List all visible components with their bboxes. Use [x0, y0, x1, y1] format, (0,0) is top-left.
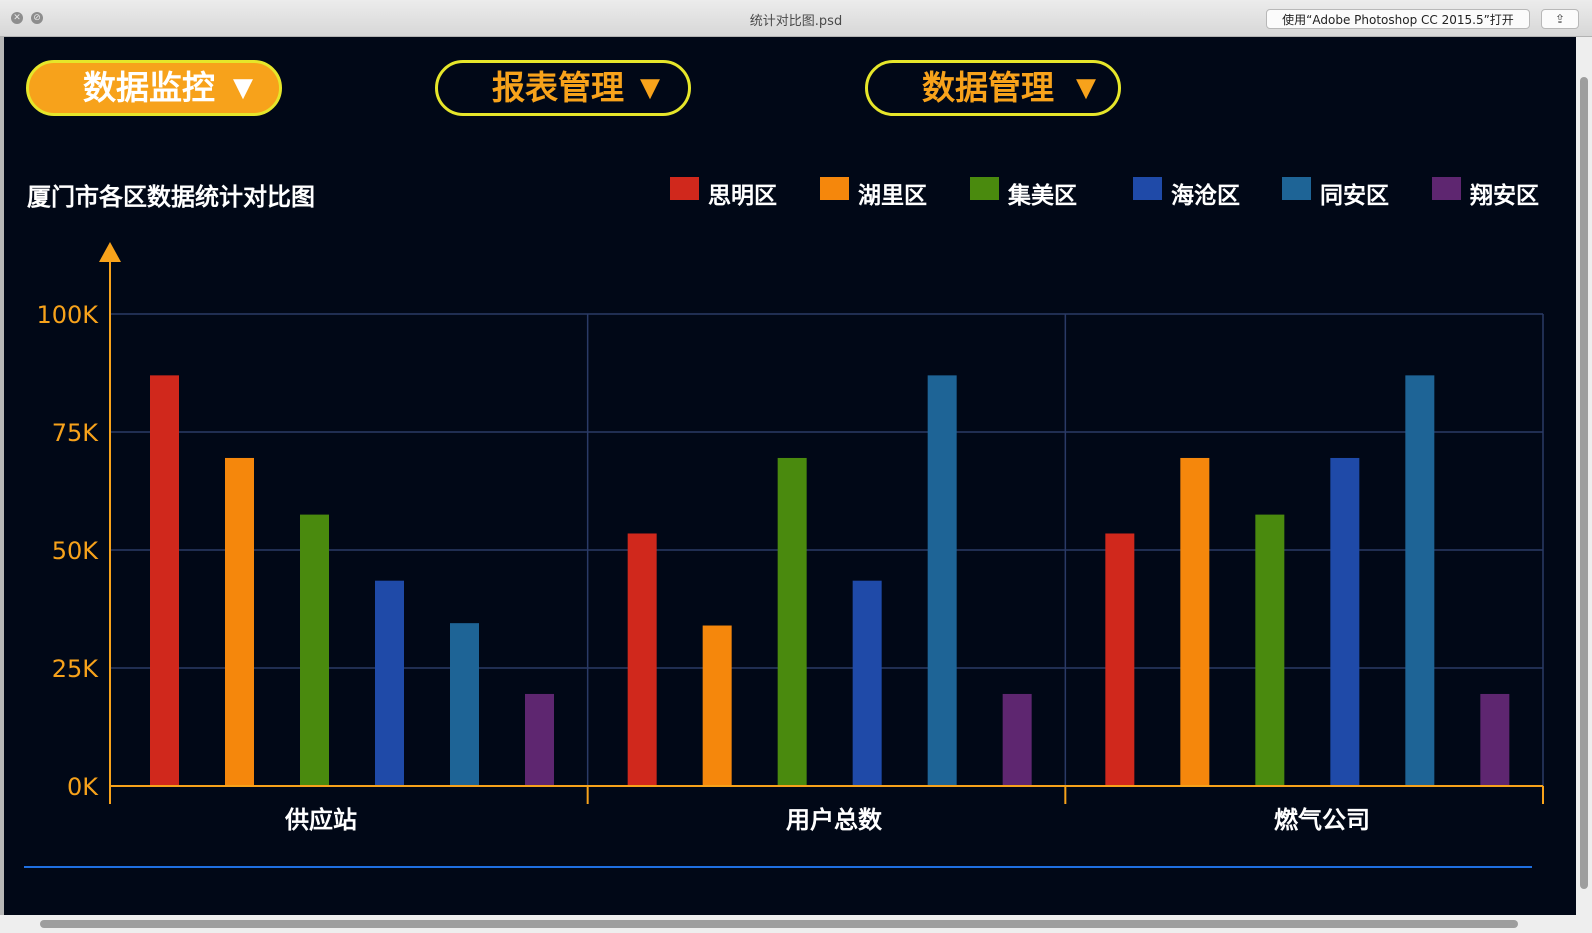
- legend-swatch: [1133, 177, 1162, 200]
- legend-label: 思明区: [708, 183, 777, 209]
- horizontal-scroll-thumb[interactable]: [40, 920, 1518, 928]
- bar: [450, 623, 479, 786]
- bar: [225, 457, 254, 786]
- legend-label: 翔安区: [1470, 183, 1539, 209]
- bar: [1330, 457, 1360, 786]
- y-tick-label: 75K: [52, 419, 100, 447]
- y-tick-label: 100K: [36, 301, 99, 329]
- bar: [375, 580, 404, 786]
- nav-data-monitor-button[interactable]: 数据监控 ▼: [26, 60, 282, 116]
- chevron-down-icon: ▼: [640, 73, 660, 103]
- y-tick-label: 0K: [67, 773, 99, 801]
- minimize-icon[interactable]: ⊘: [31, 12, 43, 24]
- legend-swatch: [670, 177, 699, 200]
- bar: [1105, 533, 1135, 786]
- window-titlebar: ✕ ⊘ 统计对比图.psd 使用“Adobe Photoshop CC 2015…: [0, 0, 1592, 37]
- y-tick-label: 50K: [52, 537, 100, 565]
- window-title: 统计对比图.psd: [749, 14, 843, 29]
- bar: [300, 514, 329, 786]
- legend-swatch: [1282, 177, 1311, 200]
- horizontal-scrollbar[interactable]: [0, 915, 1592, 933]
- legend-label: 集美区: [1008, 183, 1077, 209]
- image-canvas: 数据监控 ▼ 报表管理 ▼ 数据管理 ▼ 厦门市各区数据统计对比图 思明区 湖里区…: [4, 37, 1576, 915]
- y-tick-label: 25K: [52, 655, 100, 683]
- nav-report-manage-label: 报表管理: [492, 68, 624, 107]
- legend-swatch: [820, 177, 849, 200]
- legend-label: 湖里区: [858, 183, 927, 209]
- y-axis-arrow-icon: [99, 242, 121, 262]
- legend-swatch: [970, 177, 999, 200]
- nav-report-manage-button[interactable]: 报表管理 ▼: [435, 60, 691, 116]
- share-button[interactable]: ⇪: [1541, 9, 1579, 29]
- bar: [702, 625, 732, 786]
- share-icon: ⇪: [1554, 12, 1566, 26]
- bar: [852, 580, 882, 786]
- footer-divider: [24, 866, 1532, 868]
- nav-data-manage-button[interactable]: 数据管理 ▼: [865, 60, 1121, 116]
- nav-data-monitor-label: 数据监控: [83, 68, 215, 107]
- chevron-down-icon: ▼: [1076, 73, 1096, 103]
- chevron-down-icon: ▼: [233, 73, 253, 103]
- chart-title: 厦门市各区数据统计对比图: [27, 183, 315, 211]
- bar: [1180, 457, 1210, 786]
- open-with-photoshop-button[interactable]: 使用“Adobe Photoshop CC 2015.5”打开: [1266, 9, 1530, 29]
- bar-chart: 0K 25K 50K 75K 100K 供应站 用户总数 燃气公司: [36, 242, 1544, 834]
- nav-data-manage-label: 数据管理: [922, 68, 1054, 107]
- x-category-label: 供应站: [284, 806, 357, 834]
- bar: [1405, 375, 1435, 786]
- bar: [1480, 693, 1510, 786]
- vertical-scrollbar[interactable]: [1576, 37, 1592, 915]
- bar: [777, 457, 807, 786]
- legend-label: 海沧区: [1171, 183, 1240, 209]
- bar: [525, 693, 554, 786]
- vertical-scroll-thumb[interactable]: [1580, 77, 1588, 889]
- x-category-label: 燃气公司: [1274, 806, 1370, 834]
- bar: [927, 375, 957, 786]
- bar: [1255, 514, 1285, 786]
- legend-swatch: [1432, 177, 1461, 200]
- x-category-label: 用户总数: [786, 806, 883, 834]
- legend-label: 同安区: [1320, 183, 1389, 209]
- bar: [627, 533, 657, 786]
- bar: [1002, 693, 1032, 786]
- bar: [150, 375, 179, 786]
- close-icon[interactable]: ✕: [11, 12, 23, 24]
